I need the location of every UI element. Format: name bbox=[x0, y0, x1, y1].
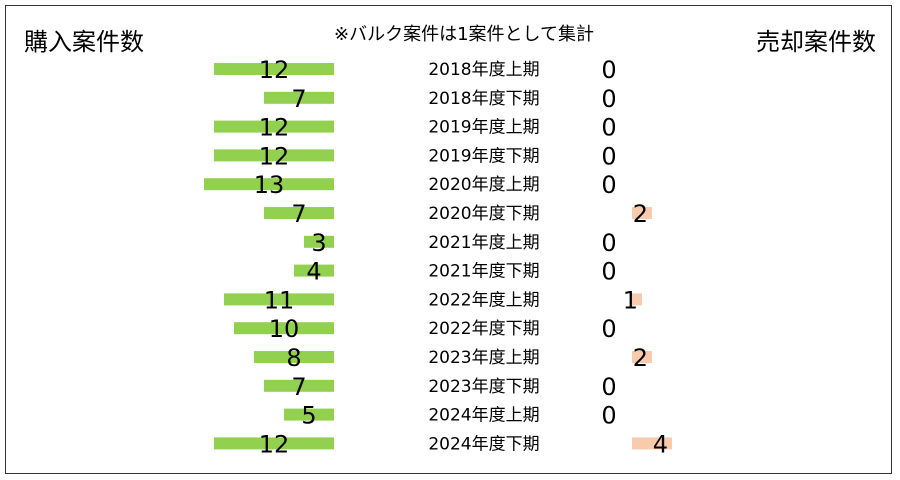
category-label: 2021年度下期 bbox=[428, 262, 539, 282]
sale-bar bbox=[632, 207, 652, 219]
category-label: 2024年度下期 bbox=[428, 434, 539, 454]
sale-value-label: 0 bbox=[601, 402, 616, 430]
purchase-bar bbox=[264, 207, 334, 219]
purchase-value-label: 13 bbox=[254, 171, 285, 199]
purchase-value-label: 8 bbox=[286, 344, 301, 372]
purchase-value-label: 12 bbox=[259, 114, 290, 142]
purchase-bar bbox=[304, 235, 334, 248]
purchase-value-label: 7 bbox=[291, 200, 306, 228]
sale-count-heading: 売却案件数 bbox=[756, 28, 876, 56]
sale-value-label: 0 bbox=[601, 85, 616, 113]
category-label: 2020年度下期 bbox=[428, 204, 539, 224]
sale-value-label: 0 bbox=[601, 373, 616, 401]
sale-value-label: 0 bbox=[601, 171, 616, 199]
purchase-value-label: 10 bbox=[269, 315, 300, 343]
purchase-bar bbox=[264, 379, 334, 392]
sale-value-label: 2 bbox=[633, 344, 648, 372]
purchase-bar bbox=[204, 178, 334, 191]
purchase-bar bbox=[254, 351, 334, 363]
purchase-value-label: 12 bbox=[259, 142, 290, 170]
category-label: 2019年度下期 bbox=[428, 146, 539, 166]
category-label: 2019年度上期 bbox=[428, 118, 539, 138]
purchase-value-label: 4 bbox=[306, 258, 321, 286]
category-label: 2021年度上期 bbox=[428, 233, 539, 253]
purchase-count-heading: 購入案件数 bbox=[24, 28, 144, 56]
sale-value-label: 0 bbox=[601, 229, 616, 257]
purchase-bar bbox=[224, 293, 334, 306]
sale-value-label: 2 bbox=[633, 200, 648, 228]
sale-value-label: 4 bbox=[653, 430, 668, 458]
chart-frame bbox=[5, 5, 892, 474]
category-label: 2023年度下期 bbox=[428, 377, 539, 397]
purchase-bar bbox=[214, 149, 334, 162]
category-label: 2018年度上期 bbox=[428, 60, 539, 80]
purchase-value-label: 11 bbox=[264, 286, 295, 314]
sale-value-label: 0 bbox=[601, 114, 616, 142]
sale-bar bbox=[632, 293, 642, 306]
category-label: 2022年度下期 bbox=[428, 319, 539, 339]
purchase-value-label: 3 bbox=[311, 229, 326, 257]
category-label: 2020年度上期 bbox=[428, 175, 539, 195]
sale-value-label: 0 bbox=[601, 56, 616, 84]
category-label: 2018年度下期 bbox=[428, 89, 539, 109]
category-label: 2022年度上期 bbox=[428, 290, 539, 310]
purchase-value-label: 12 bbox=[259, 56, 290, 84]
sale-bar bbox=[632, 351, 652, 363]
sale-value-label: 0 bbox=[601, 258, 616, 286]
purchase-value-label: 5 bbox=[301, 402, 316, 430]
sale-value-label: 0 bbox=[601, 315, 616, 343]
bulk-note: ※バルク案件は1案件として集計 bbox=[334, 24, 594, 45]
category-label: 2024年度上期 bbox=[428, 406, 539, 426]
sale-value-label: 1 bbox=[623, 286, 638, 314]
purchase-value-label: 7 bbox=[291, 85, 306, 113]
purchase-bar bbox=[284, 408, 334, 421]
purchase-bar bbox=[234, 322, 334, 335]
purchase-bar bbox=[214, 120, 334, 133]
sale-value-label: 0 bbox=[601, 142, 616, 170]
purchase-bar bbox=[214, 63, 334, 75]
purchase-bar bbox=[264, 91, 334, 104]
sale-bar bbox=[632, 437, 672, 450]
purchase-value-label: 7 bbox=[291, 373, 306, 401]
purchase-bar bbox=[214, 437, 334, 450]
purchase-bar bbox=[294, 264, 334, 277]
purchase-value-label: 12 bbox=[259, 430, 290, 458]
category-label: 2023年度上期 bbox=[428, 348, 539, 368]
